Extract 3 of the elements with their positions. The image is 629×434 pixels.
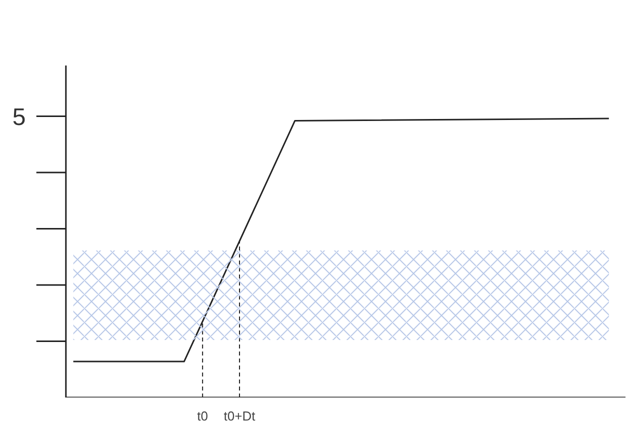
x-tick-label: t0+Dt [224, 408, 256, 424]
text: 5 [12, 104, 26, 131]
x-tick-label: t0 [197, 408, 208, 424]
